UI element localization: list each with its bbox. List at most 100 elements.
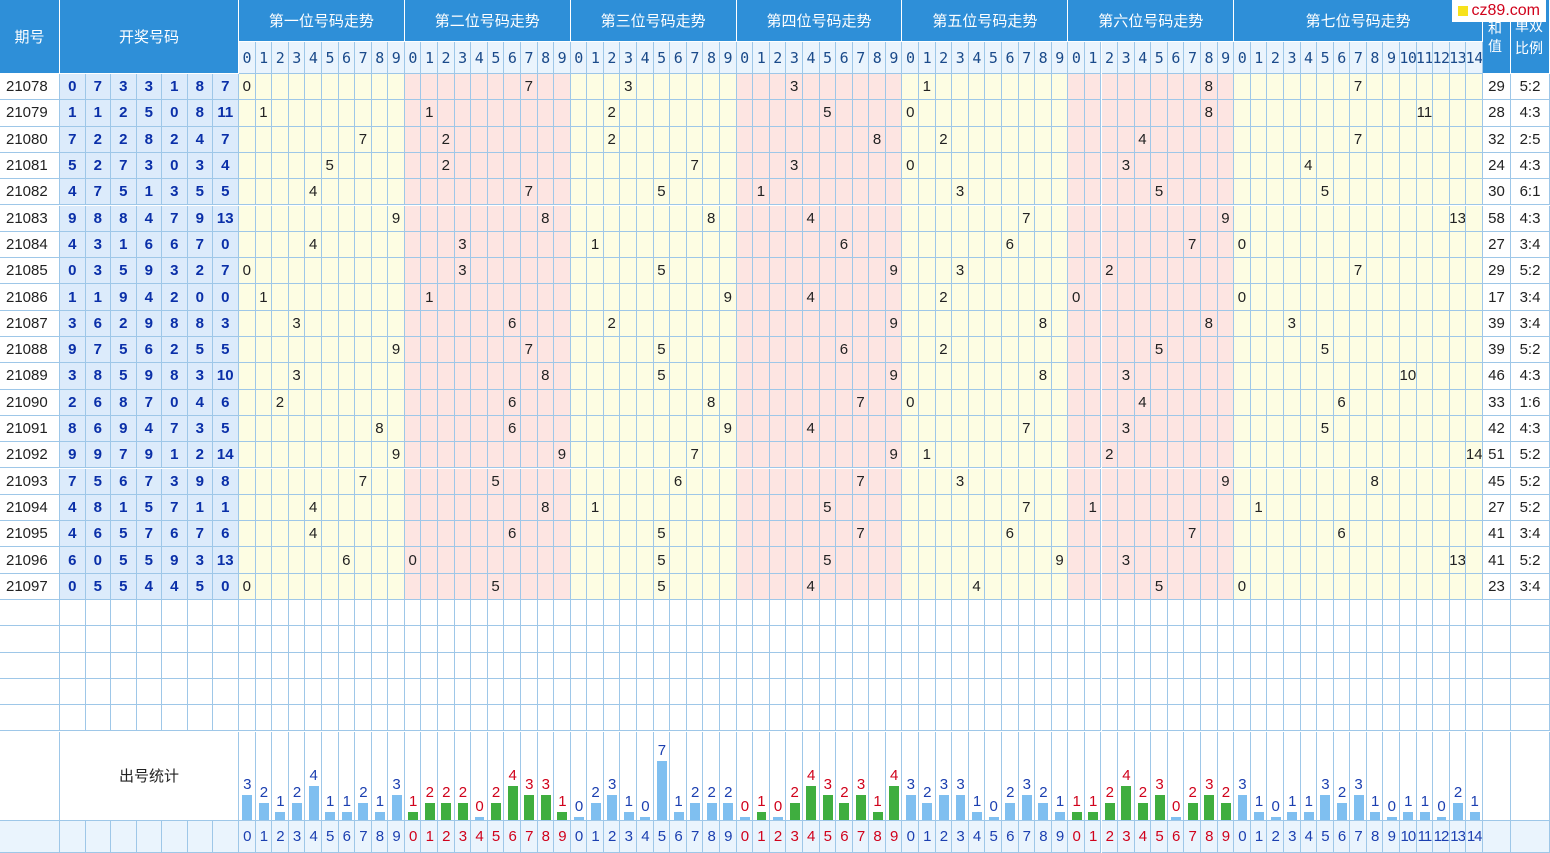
draw-number: 2: [111, 100, 137, 127]
trend-cell: [1151, 100, 1168, 127]
trend-cell: [985, 179, 1002, 206]
draw-number: 9: [85, 442, 111, 469]
draw-number: 8: [85, 494, 111, 522]
stat-cell: [1101, 731, 1119, 821]
trend-cell: [504, 74, 521, 101]
trend-cell: [1383, 152, 1401, 180]
trend-cell: [1068, 152, 1085, 180]
trend-cell: [902, 442, 920, 469]
digit-header: 7: [1018, 42, 1036, 74]
trend-cell: [388, 573, 405, 600]
trend-cell: [355, 389, 372, 416]
blank-cell: [438, 626, 455, 653]
blank-cell: [272, 678, 289, 706]
trend-cell: [1051, 573, 1069, 600]
trend-cell: [1084, 389, 1102, 416]
section-header: 第六位号码走势: [1068, 0, 1235, 42]
blank-cell: [537, 626, 555, 653]
trend-cell: [1283, 521, 1301, 548]
trend-cell: [686, 337, 704, 364]
trend-cell: [1300, 573, 1318, 600]
trend-hit: 9: [388, 337, 405, 364]
trend-cell: [321, 415, 339, 443]
site-logo[interactable]: cz89.com: [1451, 0, 1546, 22]
trend-cell: [554, 126, 571, 153]
blank-cell: [570, 678, 588, 706]
trend-cell: [1134, 337, 1152, 364]
trend-cell: [1300, 126, 1318, 153]
trend-cell: [1101, 363, 1119, 390]
trend-cell: [1018, 179, 1036, 206]
stat-value: 1: [342, 792, 351, 810]
stat-bar: [856, 794, 866, 820]
stat-value: 3: [1321, 775, 1330, 793]
blank-cell: [85, 652, 111, 679]
blank-cell: [1217, 705, 1235, 732]
stat-value: 3: [541, 775, 550, 793]
trend-cell: [1433, 152, 1450, 180]
trend-cell: [1400, 415, 1417, 443]
trend-hit: 13: [1449, 547, 1467, 574]
trend-cell: [1217, 521, 1235, 548]
draw-number: 5: [111, 521, 137, 548]
trend-cell: [404, 179, 422, 206]
trend-cell: [1449, 231, 1467, 259]
blank-cell: [769, 678, 787, 706]
trend-cell: [1035, 468, 1052, 495]
trend-cell: [454, 389, 472, 416]
digit-header: 9: [1051, 42, 1069, 74]
trend-cell: [736, 521, 754, 548]
trend-cell: [769, 152, 787, 180]
ratio-cell: 6:1: [1511, 179, 1550, 206]
trend-cell: [769, 100, 787, 127]
trend-cell: [1184, 442, 1202, 469]
trend-cell: [371, 284, 389, 311]
draw-number: 2: [85, 126, 111, 153]
trend-hit: 0: [902, 389, 920, 416]
draw-number: 0: [162, 152, 188, 180]
trend-cell: [1350, 363, 1367, 390]
trend-cell: [753, 573, 770, 600]
trend-cell: [1167, 258, 1185, 285]
stat-bar: [1436, 817, 1447, 820]
trend-cell: [653, 126, 671, 153]
trend-cell: [338, 126, 356, 153]
trend-cell: [1084, 205, 1102, 232]
trend-cell: [504, 363, 521, 390]
draw-number: 8: [213, 468, 239, 495]
blank-cell: [1383, 652, 1401, 679]
blank-cell: [1250, 678, 1268, 706]
stat-cell: [869, 731, 886, 821]
blank-cell: [786, 626, 803, 653]
axis-digit: 5: [321, 821, 339, 853]
trend-hit: 6: [1001, 231, 1019, 259]
blank-cell: [1018, 626, 1036, 653]
trend-cell: [1250, 521, 1268, 548]
axis-blank: [213, 821, 239, 853]
trend-cell: [371, 310, 389, 337]
digit-header: 2: [603, 42, 621, 74]
trend-cell: [1217, 494, 1235, 522]
trend-cell: [686, 415, 704, 443]
trend-cell: [1018, 310, 1036, 337]
draw-number: 4: [162, 573, 188, 600]
blank-cell: [1167, 626, 1185, 653]
trend-cell: [637, 152, 654, 180]
trend-cell: [1018, 231, 1036, 259]
blank-cell: [1250, 705, 1268, 732]
draw-number: 0: [187, 284, 213, 311]
stat-bar: [1353, 794, 1364, 820]
trend-cell: [421, 573, 439, 600]
digit-header: 1: [1250, 42, 1268, 74]
trend-cell: [1201, 205, 1218, 232]
stat-cell: [1084, 731, 1102, 821]
trend-cell: [471, 521, 488, 548]
stat-bar: [1137, 803, 1148, 820]
draw-number: 4: [213, 152, 239, 180]
blank-cell: [637, 652, 654, 679]
trend-cell: [968, 205, 986, 232]
trend-cell: [1151, 258, 1168, 285]
trend-cell: [355, 100, 372, 127]
trend-cell: [537, 74, 555, 101]
blank-cell: [471, 678, 488, 706]
